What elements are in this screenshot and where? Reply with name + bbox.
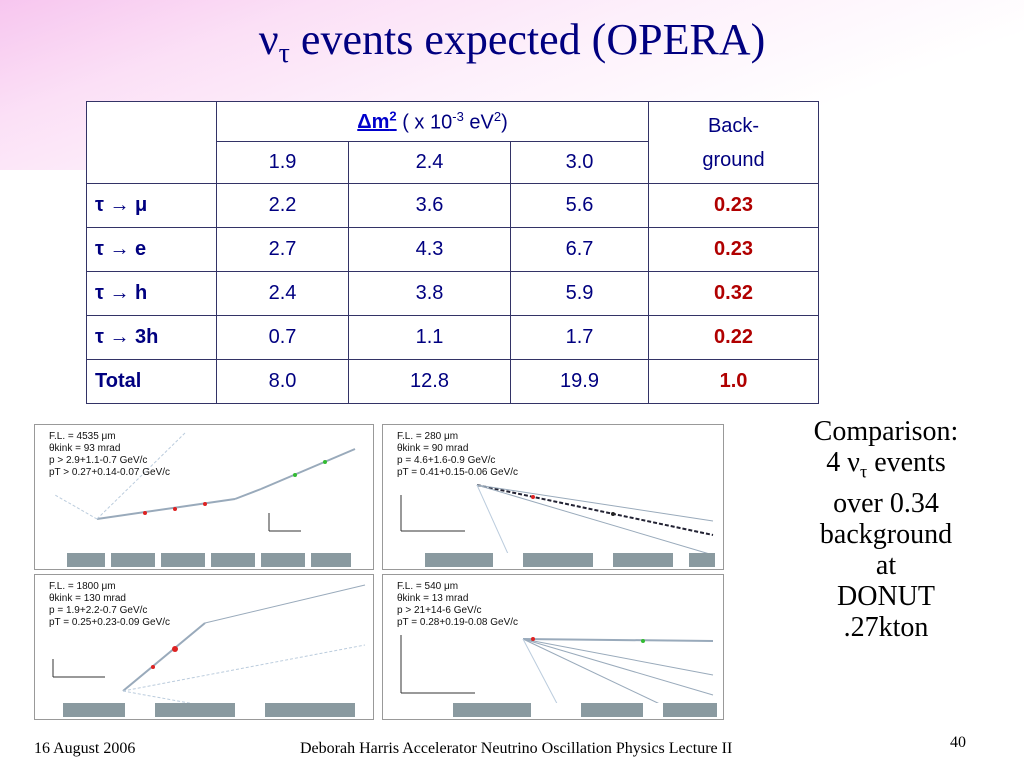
table-cell: 19.9 xyxy=(510,359,649,404)
row-label: τ → 3h xyxy=(86,315,217,360)
table-cell: 6.7 xyxy=(510,227,649,272)
event-display-2: F.L. = 280 μm θkink = 90 mrad p = 4.6+1.… xyxy=(382,424,724,570)
table-row: Total 8.0 12.8 19.9 1.0 xyxy=(86,359,819,404)
table-row: τ → 3h 0.7 1.1 1.7 0.22 xyxy=(86,315,819,360)
expected-events-table: Δm2 ( x 10-3 eV2) Back-ground 1.9 2.4 3.… xyxy=(86,101,819,404)
table-row: τ → e 2.7 4.3 6.7 0.23 xyxy=(86,227,819,272)
column-header: 1.9 xyxy=(216,141,349,184)
table-corner-cell xyxy=(86,101,217,184)
table-cell: 5.9 xyxy=(510,271,649,316)
title-nu-subscript: τ xyxy=(278,38,290,69)
event-display-3: F.L. = 1800 μm θkink = 130 mrad p = 1.9+… xyxy=(34,574,374,720)
background-cell: 0.23 xyxy=(648,183,819,228)
column-header: 3.0 xyxy=(510,141,649,184)
table-cell: 12.8 xyxy=(348,359,511,404)
page-number: 40 xyxy=(950,734,966,751)
table-cell: 1.7 xyxy=(510,315,649,360)
table-cell: 5.6 xyxy=(510,183,649,228)
event-tracks-2 xyxy=(400,484,715,567)
footer-author: Deborah Harris Accelerator Neutrino Osci… xyxy=(300,740,733,757)
dm-label: Δm2 xyxy=(357,108,397,134)
background-cell: 0.32 xyxy=(648,271,819,316)
event-tracks-4 xyxy=(400,635,717,717)
row-label: τ → e xyxy=(86,227,217,272)
table-cell: 3.6 xyxy=(348,183,511,228)
table-row: τ → h 2.4 3.8 5.9 0.32 xyxy=(86,271,819,316)
table-cell: 3.8 xyxy=(348,271,511,316)
event-display-4: F.L. = 540 μm θkink = 13 mrad p > 21+14-… xyxy=(382,574,724,720)
table-row: τ → μ 2.2 3.6 5.6 0.23 xyxy=(86,183,819,228)
title-text: events expected (OPERA) xyxy=(289,15,766,64)
table-cell: 2.2 xyxy=(216,183,349,228)
table-cell: 2.7 xyxy=(216,227,349,272)
title-nu: ν xyxy=(258,15,279,64)
dm-header: Δm2 ( x 10-3 eV2) xyxy=(216,101,649,142)
event-display-1: F.L. = 4535 μm θkink = 93 mrad p > 2.9+1… xyxy=(34,424,374,570)
table-cell: 4.3 xyxy=(348,227,511,272)
event-info-1: F.L. = 4535 μm θkink = 93 mrad p > 2.9+1… xyxy=(49,431,171,478)
row-label: τ → μ xyxy=(86,183,217,228)
table-cell: 2.4 xyxy=(216,271,349,316)
event-tracks-1 xyxy=(54,432,356,567)
table-cell: 8.0 xyxy=(216,359,349,404)
background-cell: 1.0 xyxy=(648,359,819,404)
event-info-2: F.L. = 280 μm θkink = 90 mrad p = 4.6+1.… xyxy=(397,431,519,478)
background-cell: 0.23 xyxy=(648,227,819,272)
event-info-3: F.L. = 1800 μm θkink = 130 mrad p = 1.9+… xyxy=(49,581,171,628)
background-cell: 0.22 xyxy=(648,315,819,360)
table-cell: 1.1 xyxy=(348,315,511,360)
event-info-4: F.L. = 540 μm θkink = 13 mrad p > 21+14-… xyxy=(397,581,519,628)
slide-title: ντ events expected (OPERA) xyxy=(0,14,1024,70)
background-header: Back-ground xyxy=(648,101,819,184)
table-cell: 0.7 xyxy=(216,315,349,360)
comparison-note: Comparison: 4 ντ events over 0.34 backgr… xyxy=(813,416,959,643)
row-label: Total xyxy=(86,359,217,404)
event-tracks-3 xyxy=(52,584,366,717)
footer-date: 16 August 2006 xyxy=(34,740,136,757)
row-label: τ → h xyxy=(86,271,217,316)
column-header: 2.4 xyxy=(348,141,511,184)
